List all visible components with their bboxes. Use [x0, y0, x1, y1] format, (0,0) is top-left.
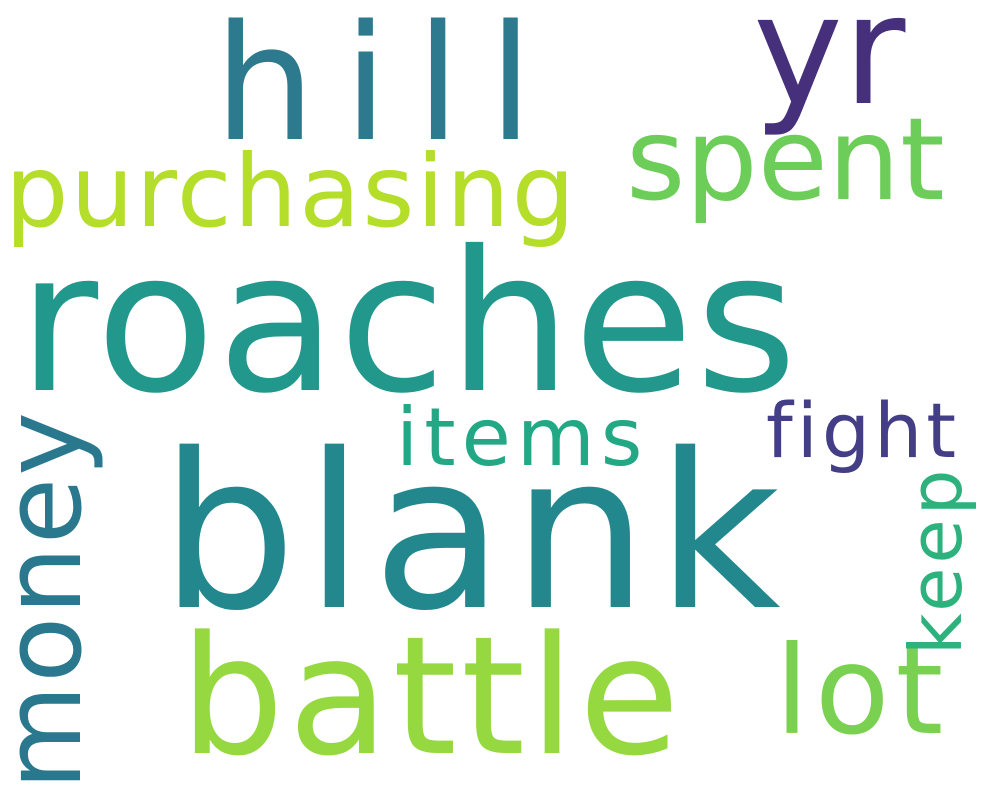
word-blank: blank: [160, 407, 789, 658]
word-spent: spent: [626, 93, 945, 226]
word-items: items: [396, 391, 649, 484]
word-keep: keep: [894, 465, 978, 655]
word-lot: lot: [775, 620, 950, 762]
word-yr: yr: [753, 0, 906, 139]
word-battle: battle: [180, 601, 684, 792]
word-purchasing: purchasing: [5, 133, 578, 250]
word-roaches: roaches: [18, 209, 800, 436]
word-hill: hill: [214, 0, 561, 177]
word-money: money: [0, 409, 106, 790]
word-fight: fight: [766, 386, 961, 475]
